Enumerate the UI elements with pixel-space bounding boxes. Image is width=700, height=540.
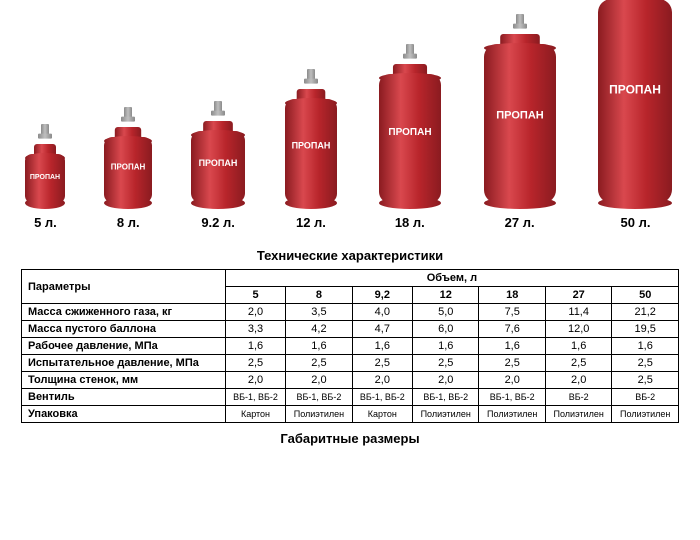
cell: Полиэтилен bbox=[412, 406, 478, 423]
cylinder-item: ПРОПАН 50 л. bbox=[590, 0, 680, 230]
cell: ВБ-1, ВБ-2 bbox=[479, 389, 545, 406]
cell: ВБ-1, ВБ-2 bbox=[412, 389, 478, 406]
cell: Картон bbox=[225, 406, 285, 423]
cell: ВБ-1, ВБ-2 bbox=[352, 389, 412, 406]
cylinder-item: ПРОПАН 27 л. bbox=[476, 9, 564, 230]
table-row: Рабочее давление, МПа1,61,61,61,61,61,61… bbox=[22, 338, 679, 355]
cell: 1,6 bbox=[352, 338, 412, 355]
column-header: 5 bbox=[225, 287, 285, 304]
cell: 4,7 bbox=[352, 321, 412, 338]
cell: ВБ-2 bbox=[545, 389, 611, 406]
column-header: 18 bbox=[479, 287, 545, 304]
table-row: УпаковкаКартонПолиэтиленКартонПолиэтилен… bbox=[22, 406, 679, 423]
cell: 2,0 bbox=[225, 372, 285, 389]
cell: Полиэтилен bbox=[612, 406, 679, 423]
cylinder-item: ПРОПАН 9.2 л. bbox=[185, 97, 251, 230]
cell: 1,6 bbox=[612, 338, 679, 355]
cylinder-item: ПРОПАН 18 л. bbox=[371, 39, 449, 230]
cell: 1,6 bbox=[286, 338, 352, 355]
cell: ВБ-2 bbox=[612, 389, 679, 406]
row-name: Вентиль bbox=[22, 389, 226, 406]
cell: 2,5 bbox=[479, 355, 545, 372]
table-row: ВентильВБ-1, ВБ-2ВБ-1, ВБ-2ВБ-1, ВБ-2ВБ-… bbox=[22, 389, 679, 406]
column-header: 12 bbox=[412, 287, 478, 304]
cell: 2,5 bbox=[412, 355, 478, 372]
cylinder-item: ПРОПАН 5 л. bbox=[19, 124, 71, 230]
cell: 2,5 bbox=[352, 355, 412, 372]
cell: 2,0 bbox=[286, 372, 352, 389]
cell: 2,0 bbox=[412, 372, 478, 389]
cylinder-size-label: 9.2 л. bbox=[201, 215, 235, 230]
cell: 11,4 bbox=[545, 304, 611, 321]
svg-text:ПРОПАН: ПРОПАН bbox=[610, 83, 662, 97]
cylinder-size-label: 5 л. bbox=[34, 215, 57, 230]
svg-text:ПРОПАН: ПРОПАН bbox=[111, 162, 146, 171]
cylinder-lineup: ПРОПАН 5 л. ПРОПАН 8 л. bbox=[0, 0, 700, 230]
cell: 7,6 bbox=[479, 321, 545, 338]
table-row: Масса пустого баллона3,34,24,76,07,612,0… bbox=[22, 321, 679, 338]
cylinder-item: ПРОПАН 8 л. bbox=[98, 104, 158, 230]
cell: 6,0 bbox=[412, 321, 478, 338]
row-name: Рабочее давление, МПа bbox=[22, 338, 226, 355]
cell: 1,6 bbox=[225, 338, 285, 355]
cell: Картон bbox=[352, 406, 412, 423]
cell: 7,5 bbox=[479, 304, 545, 321]
cell: 2,5 bbox=[545, 355, 611, 372]
dims-heading: Габаритные размеры bbox=[0, 431, 700, 446]
row-name: Масса пустого баллона bbox=[22, 321, 226, 338]
column-header: 50 bbox=[612, 287, 679, 304]
cell: 2,0 bbox=[479, 372, 545, 389]
specs-table: Параметры Объем, л 589,212182750 Масса с… bbox=[21, 269, 679, 423]
cylinder-size-label: 18 л. bbox=[395, 215, 425, 230]
cell: 12,0 bbox=[545, 321, 611, 338]
cylinder-size-label: 27 л. bbox=[505, 215, 535, 230]
svg-text:ПРОПАН: ПРОПАН bbox=[30, 174, 60, 181]
svg-text:ПРОПАН: ПРОПАН bbox=[496, 109, 544, 121]
cell: Полиэтилен bbox=[286, 406, 352, 423]
column-header: 9,2 bbox=[352, 287, 412, 304]
cell: Полиэтилен bbox=[479, 406, 545, 423]
cell: 5,0 bbox=[412, 304, 478, 321]
row-name: Упаковка bbox=[22, 406, 226, 423]
param-header: Параметры bbox=[22, 270, 226, 304]
cylinder-size-label: 50 л. bbox=[621, 215, 651, 230]
cell: 1,6 bbox=[545, 338, 611, 355]
cylinder-size-label: 8 л. bbox=[117, 215, 140, 230]
table-row: Испытательное давление, МПа2,52,52,52,52… bbox=[22, 355, 679, 372]
cell: 1,6 bbox=[412, 338, 478, 355]
cell: 21,2 bbox=[612, 304, 679, 321]
cylinder-item: ПРОПАН 12 л. bbox=[278, 64, 344, 230]
row-name: Толщина стенок, мм bbox=[22, 372, 226, 389]
cell: 19,5 bbox=[612, 321, 679, 338]
row-name: Масса сжиженного газа, кг bbox=[22, 304, 226, 321]
table-row: Масса сжиженного газа, кг2,03,54,05,07,5… bbox=[22, 304, 679, 321]
cell: 3,5 bbox=[286, 304, 352, 321]
cylinder-size-label: 12 л. bbox=[296, 215, 326, 230]
row-name: Испытательное давление, МПа bbox=[22, 355, 226, 372]
svg-text:ПРОПАН: ПРОПАН bbox=[292, 141, 331, 151]
cell: ВБ-1, ВБ-2 bbox=[286, 389, 352, 406]
column-header: 27 bbox=[545, 287, 611, 304]
svg-text:ПРОПАН: ПРОПАН bbox=[199, 158, 238, 168]
cell: ВБ-1, ВБ-2 bbox=[225, 389, 285, 406]
cell: 2,0 bbox=[225, 304, 285, 321]
cell: 4,0 bbox=[352, 304, 412, 321]
cell: 2,5 bbox=[612, 355, 679, 372]
svg-text:ПРОПАН: ПРОПАН bbox=[388, 127, 431, 138]
cell: 1,6 bbox=[479, 338, 545, 355]
cell: 2,5 bbox=[225, 355, 285, 372]
cell: 2,5 bbox=[286, 355, 352, 372]
volume-header: Объем, л bbox=[225, 270, 678, 287]
table-row: Толщина стенок, мм2,02,02,02,02,02,02,5 bbox=[22, 372, 679, 389]
cell: Полиэтилен bbox=[545, 406, 611, 423]
cell: 3,3 bbox=[225, 321, 285, 338]
column-header: 8 bbox=[286, 287, 352, 304]
cell: 4,2 bbox=[286, 321, 352, 338]
specs-heading: Технические характеристики bbox=[0, 248, 700, 263]
cell: 2,0 bbox=[545, 372, 611, 389]
cell: 2,0 bbox=[352, 372, 412, 389]
cell: 2,5 bbox=[612, 372, 679, 389]
